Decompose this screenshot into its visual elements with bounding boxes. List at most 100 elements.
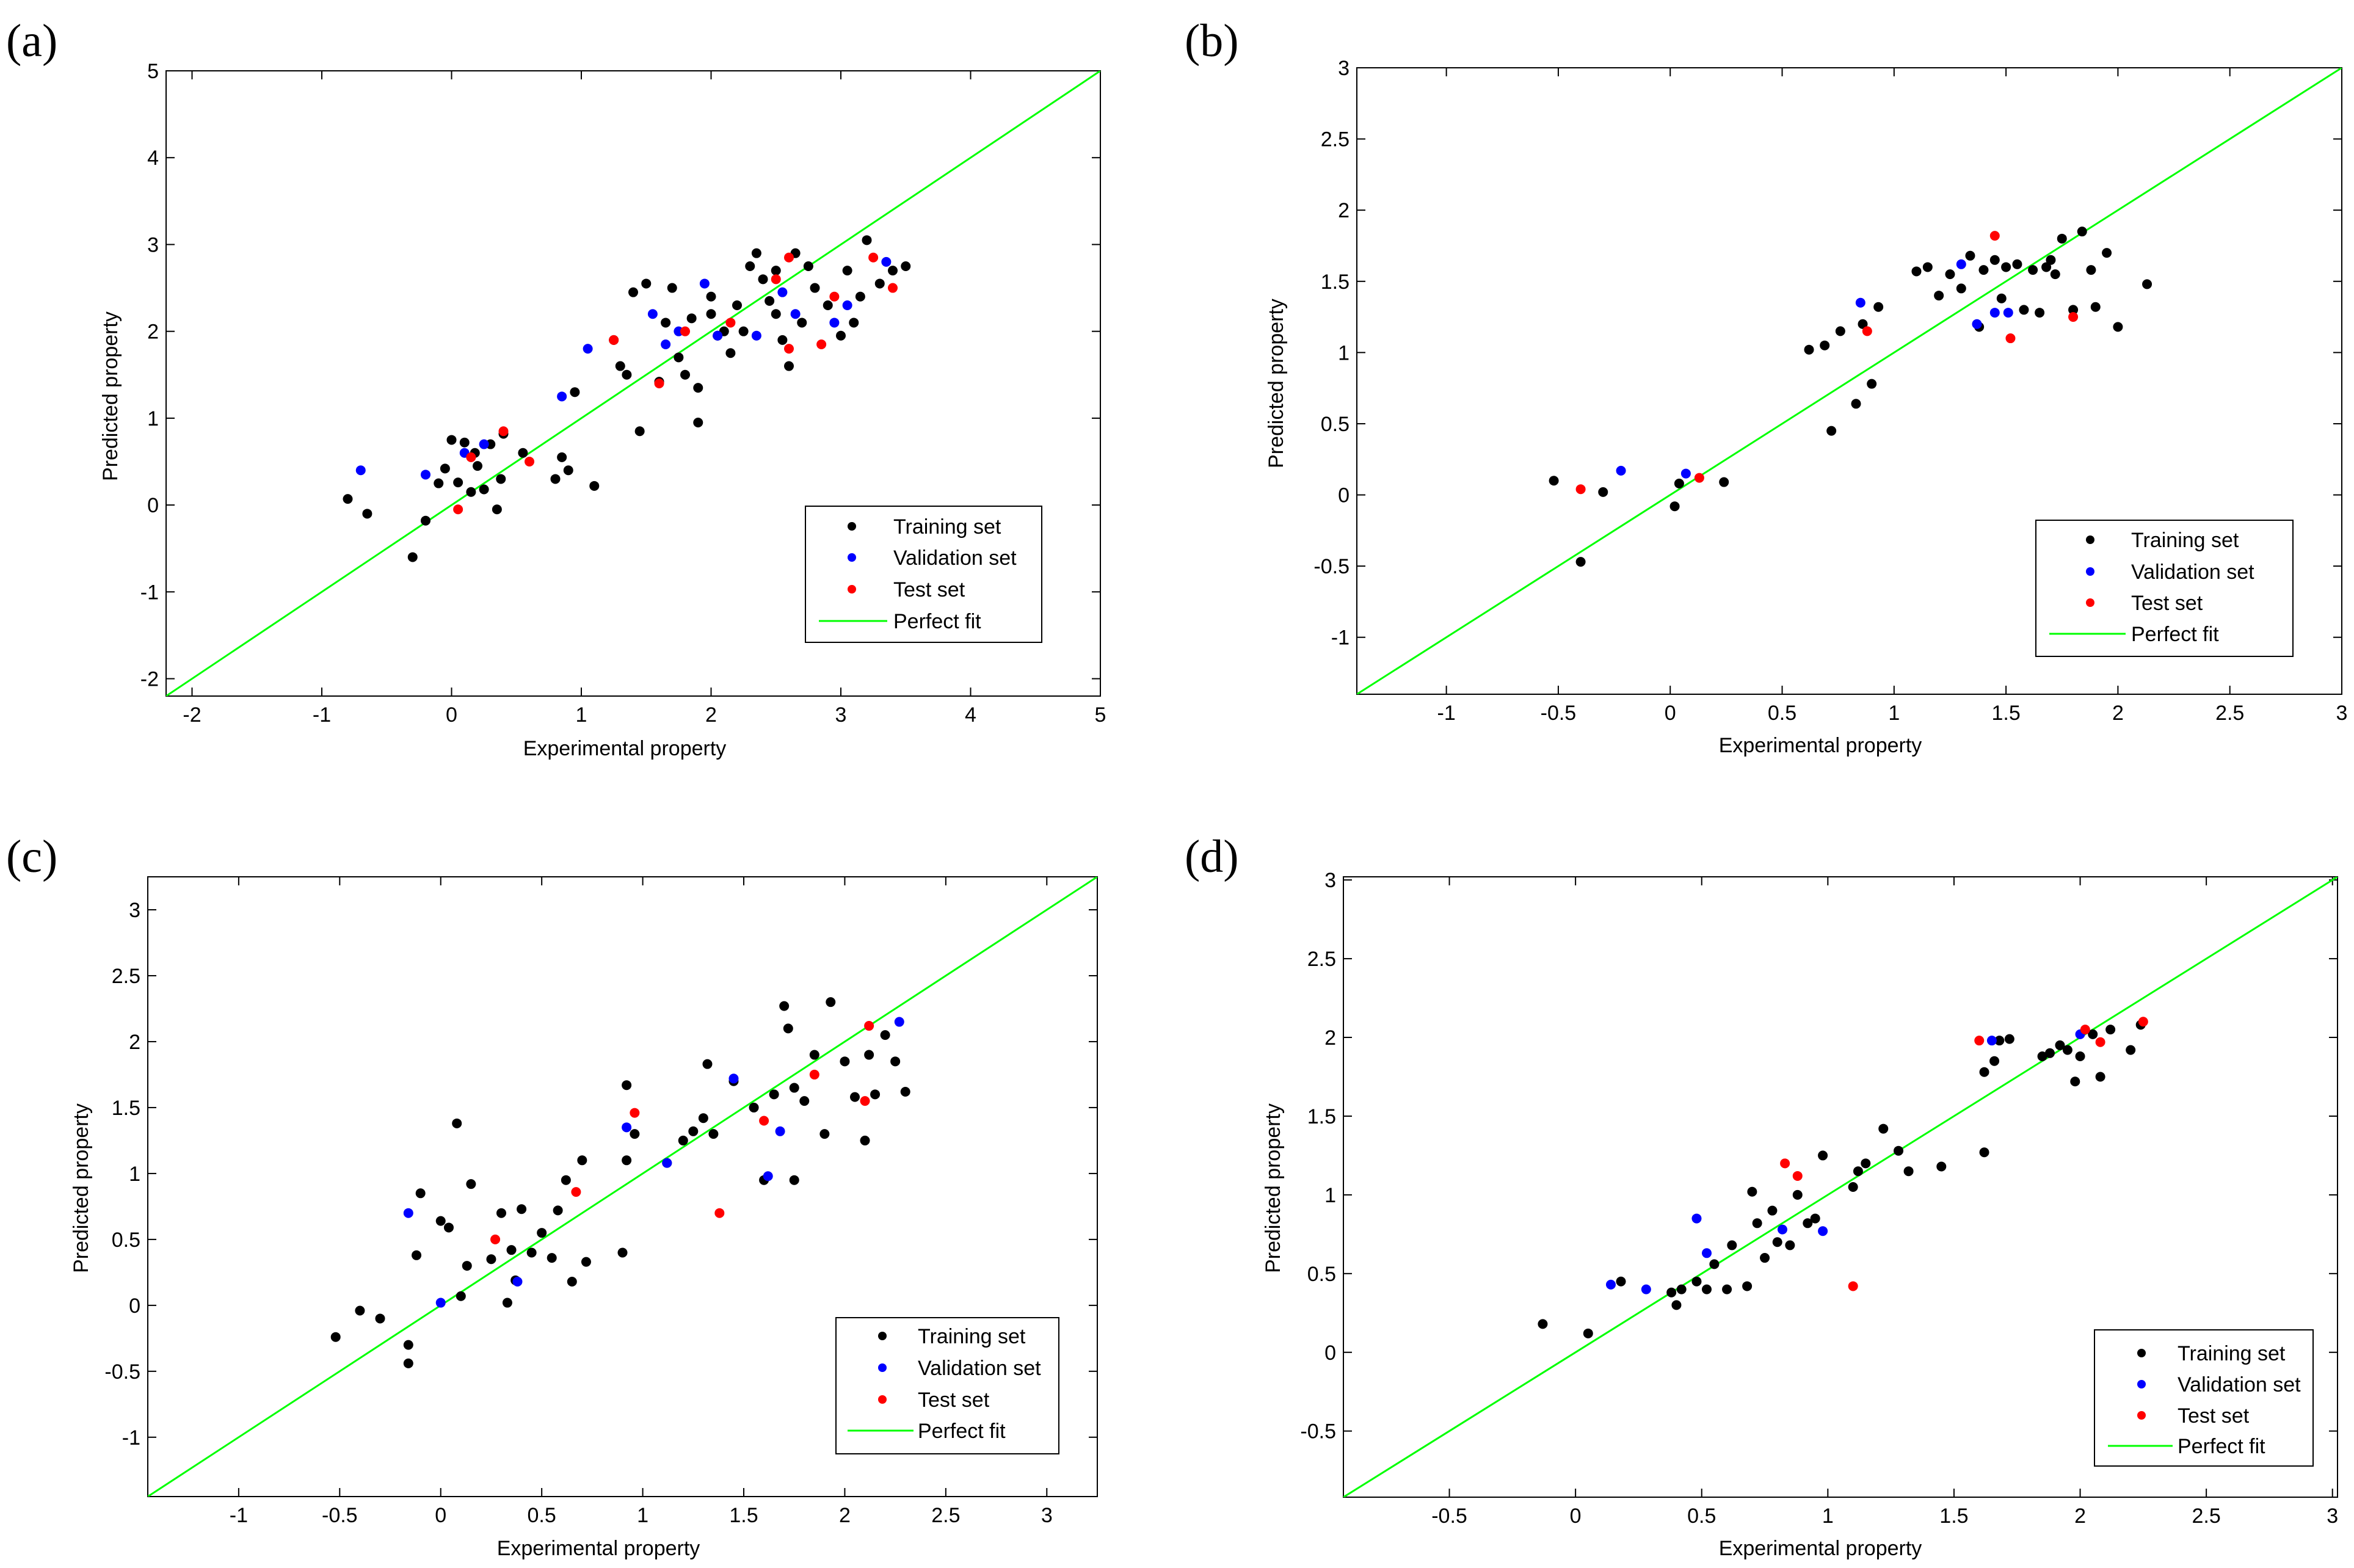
- training-point-c: [849, 1092, 860, 1102]
- training-point-b: [1669, 501, 1680, 512]
- training-point-c: [864, 1050, 874, 1060]
- training-point-c: [355, 1305, 365, 1316]
- legend-marker-validation-d: [2137, 1380, 2146, 1388]
- legend-label-validation-a: Validation set: [893, 546, 1017, 570]
- training-point-d: [1666, 1287, 1677, 1298]
- panel-label-d: (d): [1185, 831, 1239, 882]
- x-tick-label-a: -2: [183, 703, 201, 727]
- legend-label-test-b: Test set: [2131, 592, 2203, 615]
- x-tick-label-c: 1.5: [729, 1504, 758, 1527]
- x-tick-label-c: 2.5: [931, 1504, 960, 1527]
- legend-a: Training set Validation set Test set Per…: [805, 506, 1042, 643]
- training-point-d: [1676, 1284, 1687, 1294]
- training-point-d: [1994, 1036, 2005, 1046]
- validation-point-c: [775, 1126, 785, 1136]
- x-tick-label-d: 0.5: [1687, 1504, 1716, 1528]
- y-tick-label-b: 1: [1338, 341, 1350, 365]
- training-point-a: [680, 369, 690, 380]
- training-point-b: [2077, 227, 2087, 237]
- panel-c: (c) -1 -0.5 0 0.5 1 1.5 2 2.5 3 -1 -0.5 0 0.5 1 1.5 2 2.…: [6, 831, 1098, 1560]
- panel-b: (b) -1 -0.5 0 0.5 1 1.5 2 2.5 3 -1 -0.5 0 0.5 1 1.5 2 2.…: [1185, 15, 2347, 757]
- training-point-c: [526, 1247, 537, 1258]
- training-point-d: [1792, 1189, 1803, 1200]
- y-tick-label-b: 0.5: [1321, 413, 1350, 436]
- perfect-fit-line-c: [148, 877, 1097, 1497]
- training-point-a: [563, 465, 573, 476]
- training-point-d: [1803, 1218, 1813, 1229]
- legend-label-validation-c: Validation set: [918, 1357, 1041, 1380]
- y-tick-label-c: -0.5: [104, 1360, 140, 1384]
- training-point-d: [1785, 1240, 1795, 1250]
- validation-point-b: [1956, 259, 1966, 269]
- training-point-a: [738, 326, 749, 336]
- validation-point-c: [662, 1158, 672, 1168]
- test-point-c: [714, 1208, 725, 1218]
- test-point-a: [498, 426, 509, 437]
- y-tick-label-c: 0.5: [112, 1229, 140, 1252]
- test-point-d: [1974, 1036, 1985, 1046]
- training-point-a: [446, 435, 457, 445]
- legend-box-a: [805, 506, 1042, 643]
- training-point-c: [466, 1179, 476, 1189]
- training-point-d: [1853, 1166, 1863, 1177]
- x-tick-label-c: 0: [435, 1504, 446, 1527]
- x-tick-label-b: 1: [1888, 702, 1900, 725]
- training-point-c: [435, 1216, 446, 1226]
- x-tick-label-a: 4: [965, 703, 976, 727]
- perfect-fit-line-b: [1357, 68, 2342, 694]
- training-point-a: [797, 318, 807, 328]
- validation-point-b: [1680, 468, 1691, 479]
- training-point-c: [330, 1332, 341, 1342]
- training-point-c: [708, 1129, 719, 1139]
- training-point-d: [1861, 1158, 1871, 1169]
- y-axis-title-b: Predicted property: [1265, 299, 1288, 468]
- training-point-c: [840, 1056, 850, 1067]
- y-tick-label-c: 3: [129, 899, 140, 922]
- validation-point-c: [894, 1017, 904, 1027]
- training-point-a: [641, 278, 652, 289]
- legend-label-training-b: Training set: [2131, 529, 2239, 552]
- x-tick-label-b: 3: [2336, 702, 2348, 725]
- training-point-d: [1979, 1147, 1989, 1158]
- x-tick-label-b: -0.5: [1541, 702, 1577, 725]
- training-point-b: [2035, 308, 2045, 318]
- training-point-c: [702, 1059, 713, 1069]
- training-point-c: [561, 1175, 571, 1185]
- training-point-d: [1979, 1067, 1989, 1077]
- training-point-a: [570, 387, 580, 397]
- training-point-c: [698, 1113, 708, 1123]
- training-point-a: [803, 261, 813, 271]
- x-tick-label-b: 2: [2112, 702, 2124, 725]
- training-point-c: [769, 1089, 779, 1100]
- validation-point-c: [403, 1208, 413, 1218]
- training-point-d: [1742, 1281, 1753, 1291]
- legend-label-training-c: Training set: [918, 1325, 1026, 1348]
- training-point-c: [403, 1358, 413, 1368]
- legend-d: Training set Validation set Test set Per…: [2094, 1329, 2314, 1467]
- training-point-d: [1752, 1218, 1762, 1229]
- legend-label-training-d: Training set: [2178, 1342, 2286, 1365]
- training-point-c: [462, 1261, 472, 1271]
- training-point-c: [880, 1030, 890, 1040]
- y-tick-label-c: 1: [129, 1163, 140, 1186]
- test-point-c: [490, 1234, 501, 1244]
- validation-point-a: [790, 309, 801, 319]
- training-point-c: [452, 1118, 462, 1128]
- perfect-fit-line-a: [166, 71, 1100, 696]
- training-point-c: [622, 1155, 632, 1166]
- perfect-fit-line-d: [1343, 877, 2338, 1497]
- training-point-d: [2055, 1040, 2065, 1050]
- training-point-a: [810, 283, 820, 293]
- validation-point-c: [622, 1122, 632, 1133]
- training-point-d: [1894, 1145, 1904, 1156]
- legend-label-test-a: Test set: [893, 578, 965, 601]
- training-point-c: [502, 1298, 512, 1308]
- legend-marker-training-a: [848, 522, 856, 531]
- y-tick-label-d: 2.5: [1307, 948, 1336, 971]
- test-point-a: [609, 335, 619, 345]
- training-point-a: [686, 313, 697, 324]
- y-tick-label-c: 0: [129, 1294, 140, 1318]
- training-point-c: [456, 1291, 466, 1301]
- training-point-a: [518, 448, 528, 458]
- training-point-c: [819, 1129, 830, 1139]
